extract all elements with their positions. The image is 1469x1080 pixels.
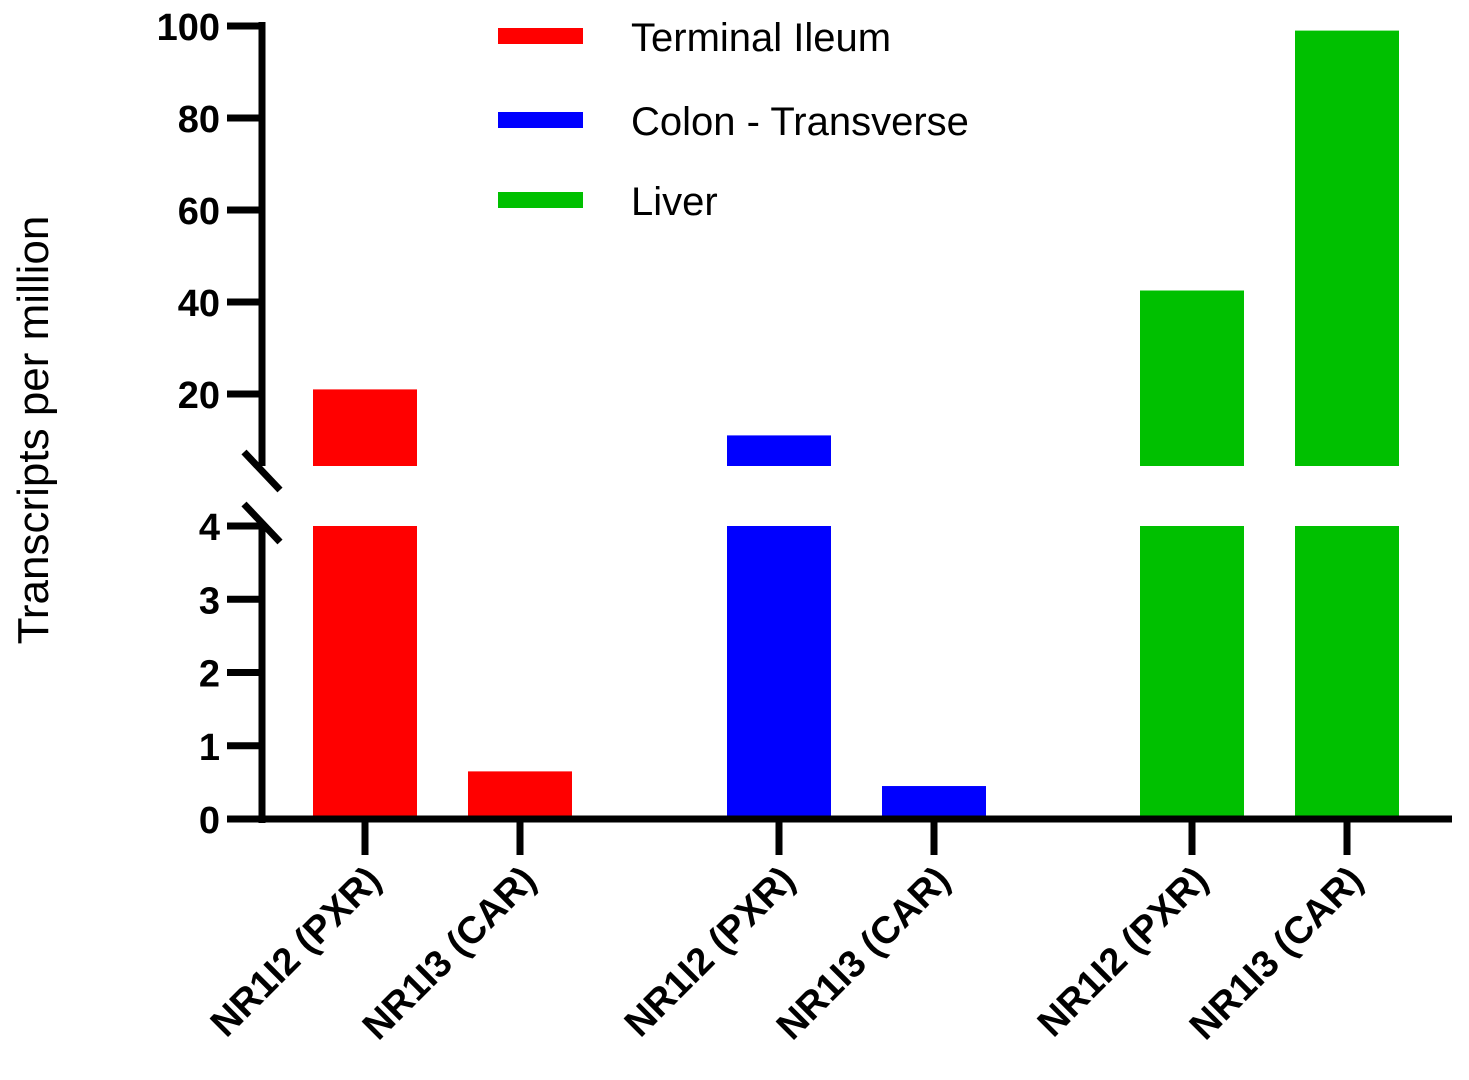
legend-swatch-terminal-ileum [498, 28, 583, 44]
bar-terminal-ileum-nr1i3-car [468, 771, 572, 819]
bar-colon-transverse-nr1i3-car [882, 786, 986, 819]
y-tick-label: 0 [199, 800, 220, 842]
bar-liver-nr1i3-car-upper [1295, 30, 1399, 466]
y-tick-label: 60 [178, 191, 220, 233]
y-tick-label: 40 [178, 283, 220, 325]
y-tick-label: 1 [199, 727, 220, 769]
bars-group [313, 30, 1399, 819]
y-tick-label: 20 [178, 375, 220, 417]
bar-liver-nr1i2-pxr-upper [1140, 290, 1244, 466]
y-tick-label: 4 [199, 507, 220, 549]
legend-swatch-liver [498, 192, 583, 208]
y-tick-label: 100 [157, 7, 220, 49]
legend: Terminal Ileum Colon - Transverse Liver [498, 16, 969, 224]
y-tick-label: 3 [199, 580, 220, 622]
y-tick-label: 2 [199, 654, 220, 696]
legend-label-colon-transverse: Colon - Transverse [631, 100, 969, 144]
bar-colon-transverse-nr1i2-pxr-lower [727, 526, 831, 819]
axis-break-mark [241, 449, 283, 493]
bar-terminal-ileum-nr1i2-pxr-lower [313, 526, 417, 819]
y-tick-label: 80 [178, 99, 220, 141]
legend-label-liver: Liver [631, 180, 718, 224]
legend-label-terminal-ileum: Terminal Ileum [631, 16, 891, 60]
bar-liver-nr1i2-pxr-lower [1140, 526, 1244, 819]
bar-liver-nr1i3-car-lower [1295, 526, 1399, 819]
y-axis-label: Transcripts per million [9, 216, 58, 645]
legend-swatch-colon-transverse [498, 112, 583, 128]
bar-colon-transverse-nr1i2-pxr-upper [727, 435, 831, 466]
bar-terminal-ileum-nr1i2-pxr-upper [313, 389, 417, 466]
